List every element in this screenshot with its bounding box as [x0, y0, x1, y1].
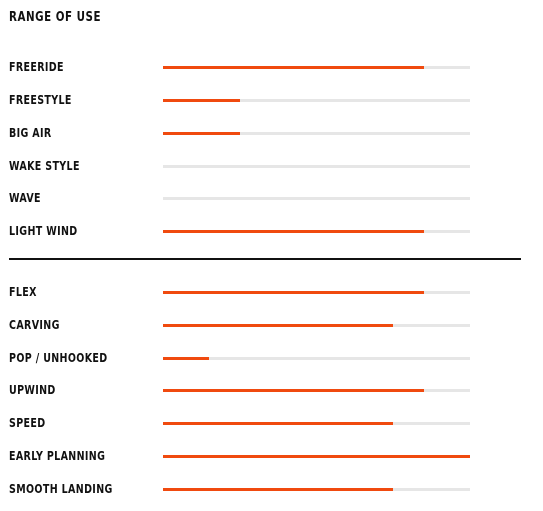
section-title: RANGE OF USE	[9, 10, 102, 25]
section-divider	[9, 258, 521, 260]
rating-track	[163, 324, 470, 327]
rating-row-carving: CARVING	[0, 317, 543, 333]
rating-label: FREESTYLE	[9, 93, 72, 107]
rating-row-smooth-landing: SMOOTH LANDING	[0, 481, 543, 497]
rating-row-early-planning: EARLY PLANNING	[0, 448, 543, 464]
rating-row-speed: SPEED	[0, 415, 543, 431]
rating-label: SPEED	[9, 416, 46, 430]
rating-label: FREERIDE	[9, 60, 64, 74]
rating-label: CARVING	[9, 318, 60, 332]
rating-bar-fill	[163, 66, 424, 69]
rating-track	[163, 230, 470, 233]
rating-row-pop-unhooked: POP / UNHOOKED	[0, 350, 543, 366]
rating-label: BIG AIR	[9, 126, 52, 140]
rating-track	[163, 197, 470, 200]
rating-label: LIGHT WIND	[9, 224, 78, 238]
rating-bar-fill	[163, 230, 424, 233]
rating-track	[163, 165, 470, 168]
rating-track	[163, 357, 470, 360]
rating-track	[163, 132, 470, 135]
rating-label: UPWIND	[9, 383, 56, 397]
rating-label: WAKE STYLE	[9, 159, 80, 173]
rating-bar-fill	[163, 324, 394, 327]
rating-row-upwind: UPWIND	[0, 382, 543, 398]
rating-label: WAVE	[9, 191, 41, 205]
rating-track	[163, 291, 470, 294]
rating-bar-fill	[163, 455, 470, 458]
rating-track	[163, 389, 470, 392]
rating-track	[163, 422, 470, 425]
rating-bar-fill	[163, 389, 424, 392]
rating-label: SMOOTH LANDING	[9, 482, 113, 496]
rating-track	[163, 99, 470, 102]
rating-track	[163, 455, 470, 458]
rating-label: FLEX	[9, 285, 37, 299]
rating-track	[163, 488, 470, 491]
rating-track	[163, 66, 470, 69]
rating-bar-fill	[163, 488, 394, 491]
rating-bar-fill	[163, 422, 394, 425]
rating-bar-fill	[163, 132, 240, 135]
rating-row-wave: WAVE	[0, 190, 543, 206]
rating-row-freeride: FREERIDE	[0, 59, 543, 75]
rating-row-big-air: BIG AIR	[0, 125, 543, 141]
rating-bar-fill	[163, 99, 240, 102]
rating-row-light-wind: LIGHT WIND	[0, 223, 543, 239]
rating-bar-fill	[163, 357, 210, 360]
rating-row-freestyle: FREESTYLE	[0, 92, 543, 108]
rating-row-wake-style: WAKE STYLE	[0, 158, 543, 174]
rating-label: POP / UNHOOKED	[9, 351, 108, 365]
rating-bar-fill	[163, 291, 424, 294]
rating-row-flex: FLEX	[0, 284, 543, 300]
rating-label: EARLY PLANNING	[9, 449, 106, 463]
